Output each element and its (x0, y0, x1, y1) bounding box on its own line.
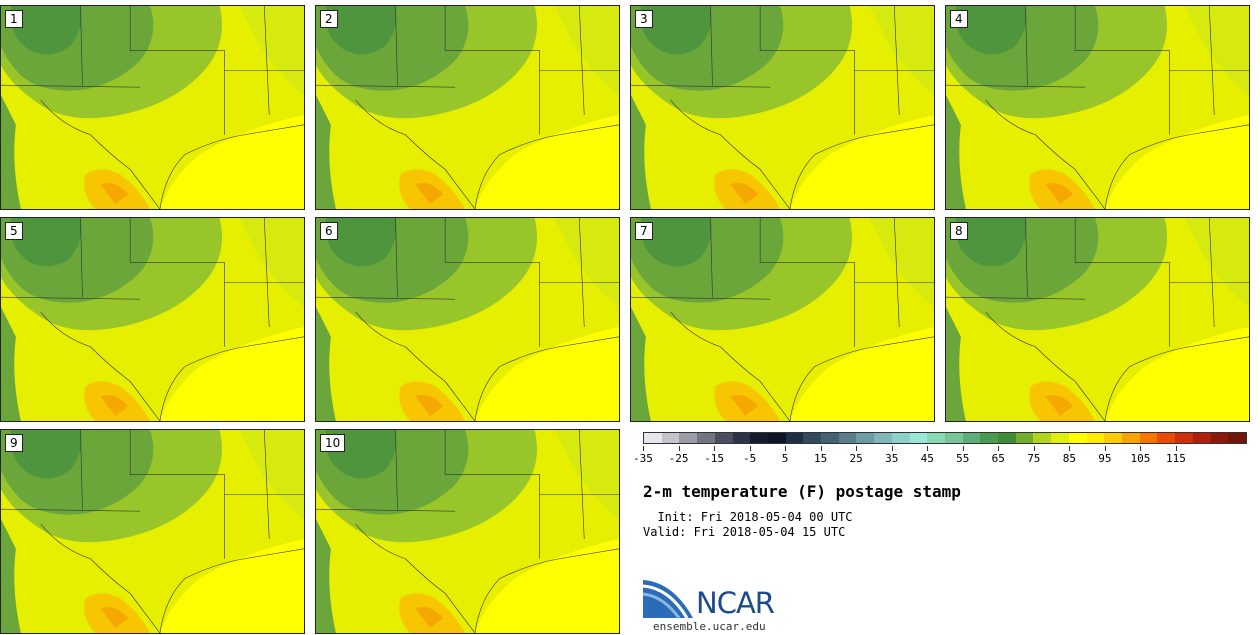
colorbar-swatch (1068, 433, 1087, 443)
colorbar-swatch (1104, 433, 1122, 443)
colorbar-swatch (679, 433, 698, 443)
colorbar-swatch (944, 433, 963, 443)
colorbar-swatch (661, 433, 680, 443)
ncar-logo-icon (643, 580, 693, 619)
colorbar-swatch (803, 433, 822, 443)
colorbar-tick-label: -25 (668, 452, 689, 465)
stamp-panel-6: 6 (315, 217, 620, 422)
colorbar-swatch (785, 433, 804, 443)
colorbar-swatch (644, 433, 662, 443)
colorbar-tick (714, 446, 716, 451)
stamp-panel-4: 4 (945, 5, 1250, 210)
colorbar-tick-label: 105 (1130, 452, 1151, 465)
stamp-panel-9: 9 (0, 429, 305, 634)
colorbar-tick-label: 45 (920, 452, 934, 465)
ncar-logo-text: NCAR (696, 586, 775, 620)
colorbar-ticks: -35 -25 -15 -5 5 15 25 35 45 55 65 75 85 95 105 115 (633, 446, 1247, 468)
colorbar-swatch (856, 433, 875, 443)
colorbar-swatch (927, 433, 945, 443)
colorbar-tick-label: 115 (1166, 452, 1186, 465)
colorbar-tick (785, 446, 787, 451)
colorbar-tick (998, 446, 1000, 451)
colorbar-tick-label: -35 (633, 452, 653, 465)
colorbar-tick-label: 75 (1027, 452, 1041, 465)
stamp-number: 10 (320, 434, 346, 452)
colorbar-swatch (1210, 433, 1229, 443)
colorbar-tick (1175, 446, 1177, 451)
temperature-colorbar (643, 432, 1247, 444)
colorbar-tick-label: 25 (849, 452, 863, 465)
colorbar-swatch (1015, 433, 1034, 443)
stamp-number: 7 (635, 222, 653, 240)
colorbar-swatch (1121, 433, 1140, 443)
colorbar-swatch (1033, 433, 1052, 443)
stamp-number: 4 (950, 10, 968, 28)
colorbar-swatch (821, 433, 839, 443)
colorbar-tick (856, 446, 858, 451)
stamp-panel-8: 8 (945, 217, 1250, 422)
colorbar-tick (1033, 446, 1035, 451)
colorbar-swatch (732, 433, 751, 443)
site-url: ensemble.ucar.edu (653, 620, 766, 633)
colorbar-swatch (767, 433, 786, 443)
colorbar-swatch (1051, 433, 1069, 443)
colorbar-swatch (909, 433, 928, 443)
stamp-panel-3: 3 (630, 5, 935, 210)
colorbar-tick (643, 446, 644, 451)
colorbar-swatch (1175, 433, 1193, 443)
colorbar-tick-label: -15 (704, 452, 724, 465)
colorbar-tick (678, 446, 680, 451)
colorbar-swatch (1157, 433, 1176, 443)
colorbar-swatch (1139, 433, 1158, 443)
colorbar-tick-label: 5 (781, 452, 789, 465)
colorbar-tick (927, 446, 929, 451)
colorbar-tick (749, 446, 751, 451)
colorbar-swatch (962, 433, 981, 443)
stamp-number: 2 (320, 10, 338, 28)
colorbar-tick-label: 35 (885, 452, 899, 465)
stamp-number: 3 (635, 10, 653, 28)
stamp-panel-5: 5 (0, 217, 305, 422)
colorbar-tick-label: -5 (742, 452, 757, 465)
colorbar-swatch (1192, 433, 1211, 443)
init-time: Init: Fri 2018-05-04 00 UTC (643, 510, 853, 524)
stamp-number: 8 (950, 222, 968, 240)
colorbar-swatch (891, 433, 910, 443)
stamp-number: 9 (5, 434, 23, 452)
colorbar-swatch (697, 433, 715, 443)
colorbar-swatch (874, 433, 892, 443)
colorbar-swatch (1086, 433, 1105, 443)
colorbar-tick (1140, 446, 1142, 451)
stamp-number: 6 (320, 222, 338, 240)
colorbar-swatch (1228, 433, 1246, 443)
colorbar-tick-label: 95 (1098, 452, 1112, 465)
colorbar-tick-label: 85 (1062, 452, 1076, 465)
colorbar-swatch (838, 433, 857, 443)
colorbar-swatch (980, 433, 999, 443)
colorbar-swatch (998, 433, 1016, 443)
stamp-panel-1: 1 (0, 5, 305, 210)
colorbar-tick-label: 65 (991, 452, 1005, 465)
colorbar-tick-label: 15 (814, 452, 828, 465)
stamp-panel-2: 2 (315, 5, 620, 210)
stamp-panel-10: 10 (315, 429, 620, 634)
colorbar-tick (1069, 446, 1071, 451)
stamp-number: 5 (5, 222, 23, 240)
colorbar-tick-label: 55 (956, 452, 970, 465)
colorbar-tick (1104, 446, 1106, 451)
stamp-number: 1 (5, 10, 23, 28)
colorbar-swatch (714, 433, 733, 443)
stamp-panel-7: 7 (630, 217, 935, 422)
colorbar-swatch (750, 433, 768, 443)
colorbar-tick (962, 446, 964, 451)
colorbar-tick (891, 446, 893, 451)
colorbar-tick (820, 446, 822, 451)
valid-time: Valid: Fri 2018-05-04 15 UTC (643, 525, 846, 539)
figure-title: 2-m temperature (F) postage stamp (643, 482, 961, 501)
